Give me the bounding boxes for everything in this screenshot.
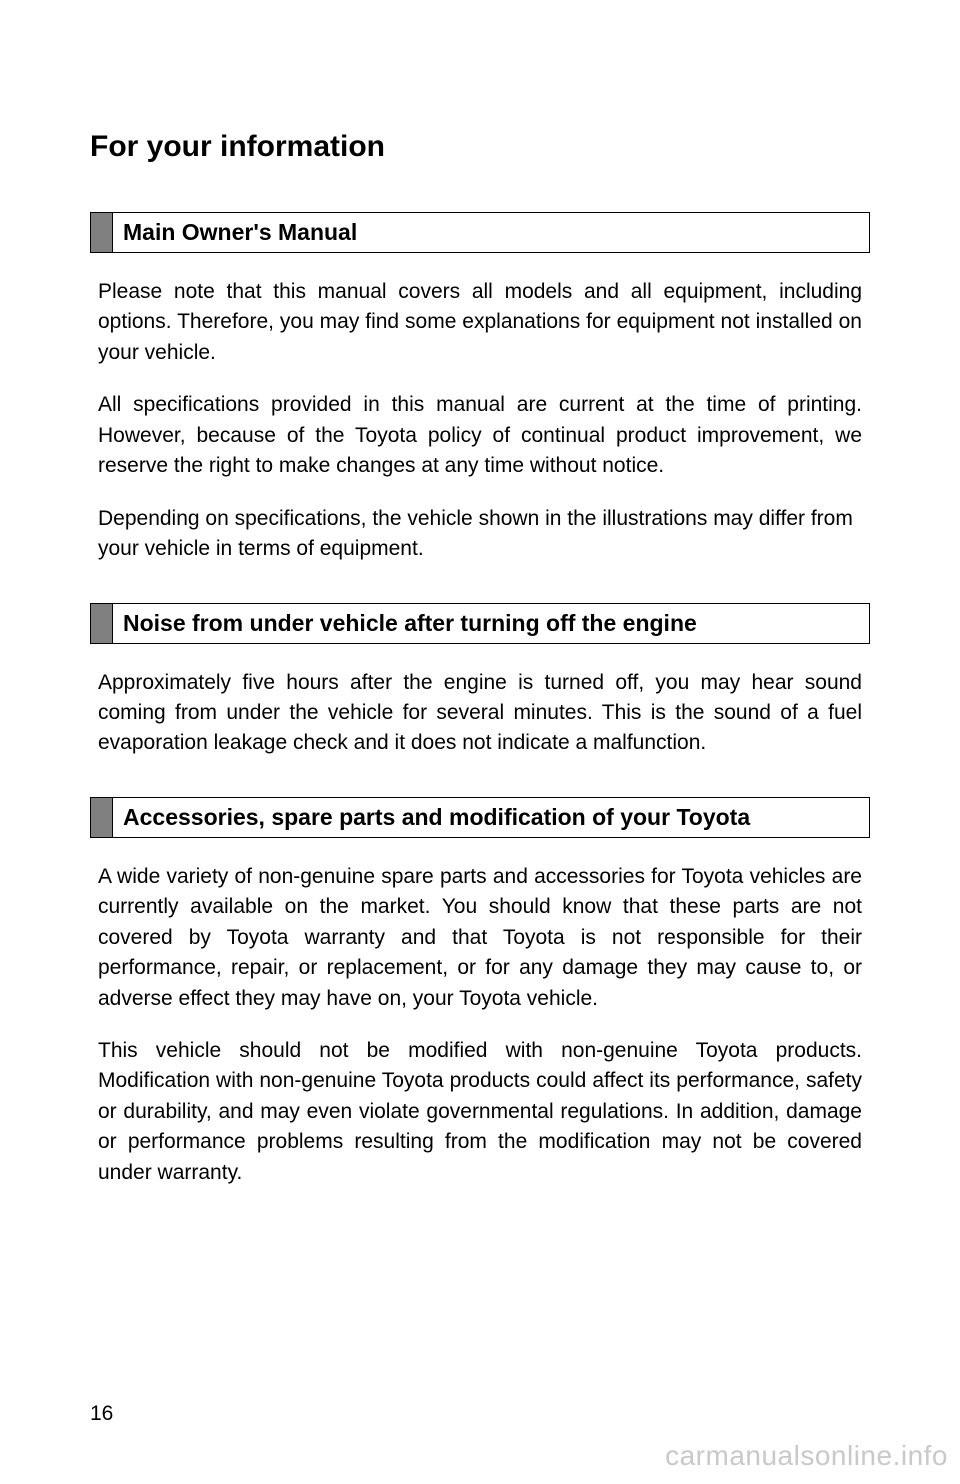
section-accessories-spare-parts: Accessories, spare parts and modificatio… <box>90 797 870 1188</box>
section-main-owners-manual: Main Owner's Manual Please note that thi… <box>90 212 870 565</box>
page-number: 16 <box>90 1402 113 1426</box>
section-noise-under-vehicle: Noise from under vehicle after turning o… <box>90 603 870 759</box>
section-paragraph: This vehicle should not be modified with… <box>98 1036 862 1188</box>
header-tab-icon <box>91 213 113 252</box>
section-header: Noise from under vehicle after turning o… <box>90 603 870 644</box>
page-title: For your information <box>90 130 870 164</box>
section-heading: Main Owner's Manual <box>113 213 869 252</box>
section-heading: Accessories, spare parts and modificatio… <box>113 798 869 837</box>
header-tab-icon <box>91 604 113 643</box>
section-header: Main Owner's Manual <box>90 212 870 253</box>
section-heading: Noise from under vehicle after turning o… <box>113 604 869 643</box>
section-paragraph: A wide variety of non-genuine spare part… <box>98 862 862 1014</box>
section-paragraph: Depending on specifications, the vehicle… <box>98 504 862 565</box>
section-paragraph: Approximately five hours after the engin… <box>98 668 862 759</box>
section-paragraph: All specifications provided in this manu… <box>98 390 862 481</box>
header-tab-icon <box>91 798 113 837</box>
watermark: carmanualsonline.info <box>665 1440 948 1472</box>
page-container: For your information Main Owner's Manual… <box>0 0 960 1484</box>
section-header: Accessories, spare parts and modificatio… <box>90 797 870 838</box>
section-paragraph: Please note that this manual covers all … <box>98 277 862 368</box>
